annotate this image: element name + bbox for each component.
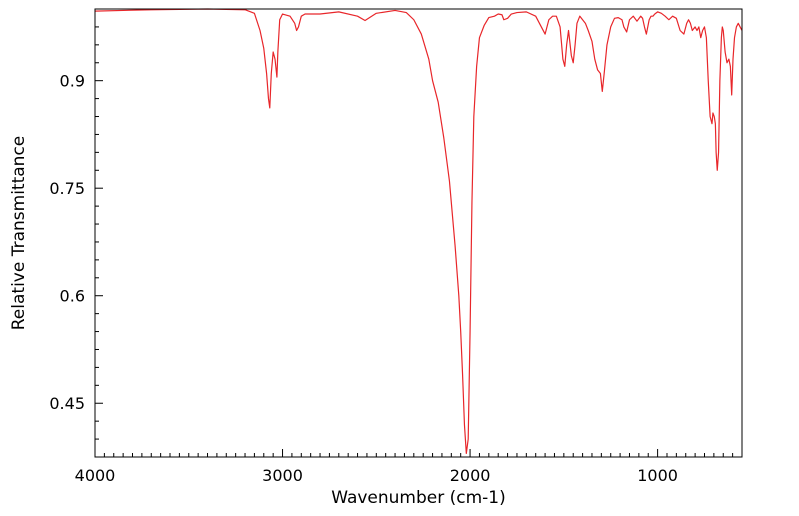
- y-tick-label: 0.9: [60, 72, 85, 91]
- spectrum-line: [94, 8, 743, 455]
- ticks-layer: [94, 8, 743, 458]
- x-tick-label: 3000: [262, 466, 303, 485]
- plot-frame: [94, 8, 743, 458]
- y-tick-label: 0.45: [49, 394, 85, 413]
- spectrum-layer: [94, 8, 743, 455]
- y-tick-label: 0.75: [49, 179, 85, 198]
- labels-layer: 4000 3000 2000 1000 0.45 0.6 0.75 0.9: [49, 72, 678, 485]
- x-tick-label: 2000: [450, 466, 491, 485]
- x-tick-label: 1000: [637, 466, 678, 485]
- y-axis-title: Relative Transmittance: [9, 136, 29, 331]
- x-axis-title: Wavenumber (cm-1): [331, 488, 506, 508]
- y-tick-label: 0.6: [60, 287, 85, 306]
- x-tick-label: 4000: [75, 466, 116, 485]
